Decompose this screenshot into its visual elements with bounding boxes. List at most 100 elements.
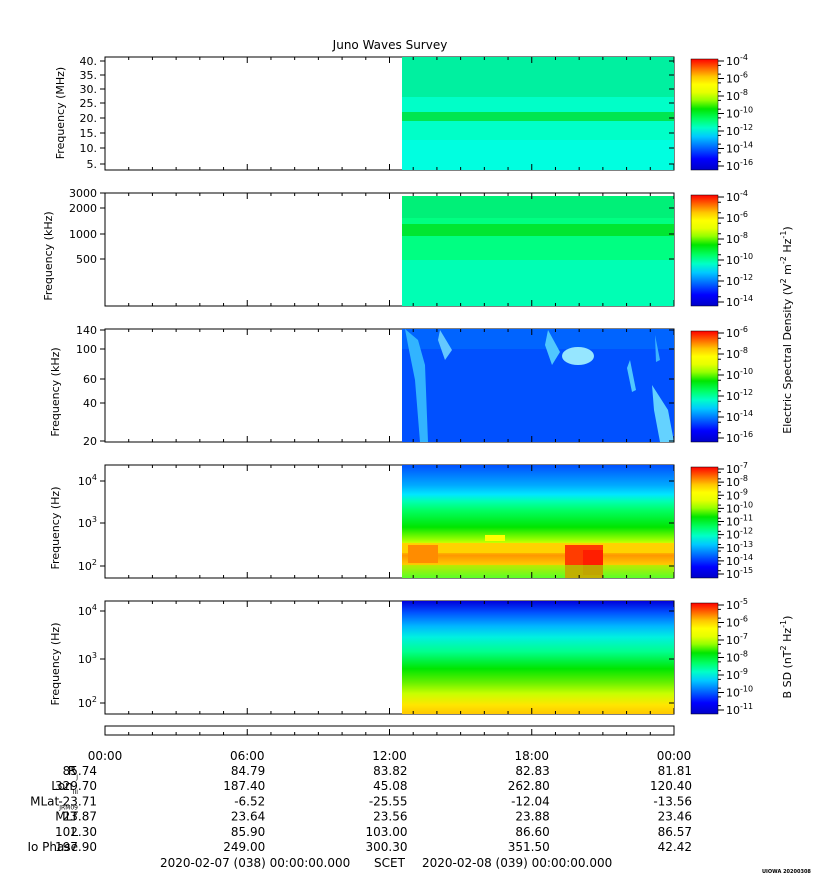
panel-2-ylabel: Frequency (kHz) (42, 211, 55, 300)
ephemeris-row-label: MLatJRM09 (30, 794, 78, 811)
ephemeris-value: 103.00 (366, 825, 408, 839)
magnetic-colorbar-label: B SD (nT2 Hz-1) (779, 616, 794, 699)
ephemeris-value: 187.40 (223, 779, 265, 793)
colorbar-tick-label: 10-8 (726, 474, 748, 489)
panel-5-ylabel: Frequency (Hz) (49, 623, 62, 706)
panel-4-ticks: 10410310210-710-810-910-1010-1110-1210-1… (78, 461, 753, 581)
colorbar-tick-label: 10-9 (726, 487, 748, 502)
y-tick-label: 1000 (69, 228, 97, 241)
colorbar-tick-label: 10-6 (726, 325, 748, 340)
colorbar-tick-label: 10-8 (726, 88, 748, 103)
colorbar-tick-label: 10-12 (726, 123, 753, 138)
y-tick-label: 140 (76, 324, 97, 337)
colorbar-tick-label: 10-6 (726, 71, 748, 86)
y-tick-label: 102 (78, 558, 97, 573)
y-tick-label: 30. (80, 83, 98, 96)
colorbar-tick-label: 10-16 (726, 158, 753, 173)
colorbar-tick-label: 10-14 (726, 553, 753, 568)
time-tick-label: 00:00 (657, 749, 692, 763)
ephemeris-row-label: Io Phase (27, 840, 78, 854)
ephemeris-value: 82.83 (515, 764, 549, 778)
panel-1: 40.35.30.25. 20. 15. 10. 5. 10-4 10-6 10-8 10-10… (54, 53, 753, 173)
ephemeris-value: -6.52 (234, 794, 265, 808)
ephemeris-value: -25.55 (369, 794, 408, 808)
y-tick-label: 20 (83, 435, 97, 448)
ephemeris-value: 23.64 (231, 810, 265, 824)
y-tick-label: 10. (80, 142, 98, 155)
y-tick-label: 25. (80, 97, 98, 110)
y-tick-label: 40. (80, 55, 98, 68)
ephemeris-value: 102.30 (55, 825, 97, 839)
ephemeris-row-label: LonIII (51, 779, 78, 796)
colorbar-tick-label: 10-6 (726, 210, 748, 225)
ephemeris-value: 249.00 (223, 840, 265, 854)
colorbar-tick-label: 10-10 (726, 367, 753, 382)
panel-3-heatmap (402, 329, 674, 442)
panel-3-ticks: 140 100 60 40 20 10-6 10-8 10-10 10-12 10-14 10-16 (76, 324, 753, 448)
ephemeris-row-label: MLT (55, 810, 78, 824)
panel-3-ylabel: Frequency (kHz) (49, 347, 62, 436)
panel-5-heatmap (402, 601, 674, 714)
panel-4-ylabel: Frequency (Hz) (49, 487, 62, 570)
ephemeris-value: 23.87 (63, 810, 97, 824)
panel-4: 10410310210-710-810-910-1010-1110-1210-1… (49, 461, 753, 581)
ephemeris-value: 351.50 (508, 840, 550, 854)
time-tick-label: 12:00 (372, 749, 407, 763)
colorbar-tick-label: 10-7 (726, 461, 748, 476)
y-tick-label: 102 (78, 695, 97, 710)
ephemeris-value: -13.56 (653, 794, 692, 808)
panel-1-ticks: 40.35.30.25. 20. 15. 10. 5. 10-4 10-6 10-8 10-10… (80, 53, 754, 173)
ephemeris-value: 81.81 (658, 764, 692, 778)
ephemeris-row-label: RJ (68, 764, 78, 781)
time-tick-label: 00:00 (88, 749, 123, 763)
y-tick-label: 40 (83, 397, 97, 410)
colorbar-tick-label: 10-14 (726, 141, 753, 156)
colorbar-tick-label: 10-10 (726, 685, 753, 700)
panel-2-colorbar (690, 194, 719, 307)
figure-title: Juno Waves Survey (332, 38, 448, 52)
colorbar-tick-label: 10-14 (726, 294, 753, 309)
y-tick-label: 104 (78, 603, 97, 618)
colorbar-tick-label: 10-14 (726, 409, 753, 424)
colorbar-tick-label: 10-11 (726, 514, 753, 529)
panel-3: 140 100 60 40 20 10-6 10-8 10-10 10-12 10-14 10-16… (49, 324, 753, 448)
panel-2: 3000 2000 1000 500 10-4 10-6 10-8 10-10 10-12 10-… (42, 187, 753, 309)
ephemeris-value: 23.56 (373, 810, 407, 824)
colorbar-tick-label: 10-8 (726, 231, 748, 246)
y-tick-label: 3000 (69, 187, 97, 200)
panel-4-colorbar (690, 466, 719, 579)
panel-1-ylabel: Frequency (MHz) (54, 67, 67, 159)
y-tick-label: 5. (87, 158, 98, 171)
colorbar-tick-label: 10-9 (726, 667, 748, 682)
y-tick-label: 100 (76, 343, 97, 356)
y-tick-label: 15. (80, 127, 98, 140)
colorbar-tick-label: 10-10 (726, 500, 753, 515)
ephemeris-value: 300.30 (366, 840, 408, 854)
panel-1-colorbar (690, 58, 719, 171)
panel-5: 10410310210-510-610-710-810-910-1010-11 … (49, 597, 753, 717)
panel-4-heatmap (402, 465, 674, 578)
panel-2-heatmap (402, 196, 674, 306)
colorbar-tick-label: 10-10 (726, 106, 753, 121)
time-tick-label: 06:00 (230, 749, 265, 763)
colorbar-tick-label: 10-11 (726, 702, 753, 717)
ephemeris-row-label: L (71, 825, 78, 839)
time-axis-strip-ticks (104, 729, 675, 735)
panel-5-ticks: 104 103 102 10-5 10-6 10-7 10-8 10-9 10-10 10-11 (78, 597, 753, 717)
ephemeris-value: 23.46 (658, 810, 692, 824)
scet-start: 2020-02-07 (038) 00:00:00.000 (160, 856, 350, 870)
colorbar-tick-label: 10-7 (726, 632, 748, 647)
colorbar-tick-label: 10-12 (726, 388, 753, 403)
colorbar-tick-label: 10-6 (726, 615, 748, 630)
ephemeris-value: 83.82 (373, 764, 407, 778)
ephemeris-value: 45.08 (373, 779, 407, 793)
colorbar-tick-label: 10-13 (726, 540, 753, 555)
y-tick-label: 500 (76, 253, 97, 266)
ephemeris-value: 84.79 (231, 764, 265, 778)
colorbar-tick-label: 10-8 (726, 650, 748, 665)
scet-label: SCET (374, 856, 406, 870)
panel-2-ticks: 3000 2000 1000 500 10-4 10-6 10-8 10-10 10-12 10-… (69, 187, 753, 309)
watermark: UIOWA 20200308 (762, 869, 811, 875)
